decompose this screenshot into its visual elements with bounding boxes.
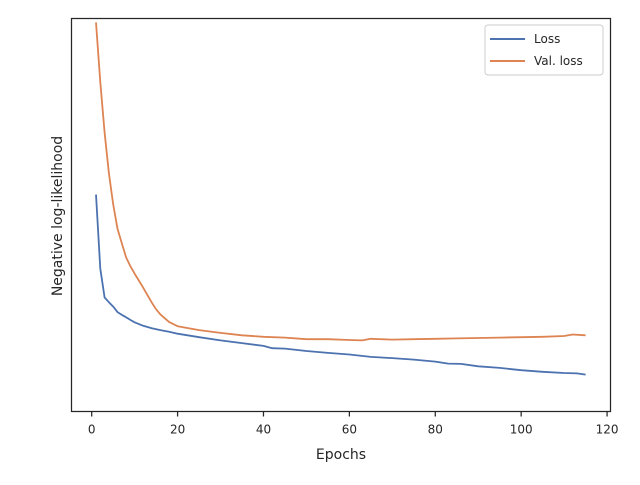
x-tick-label-60: 60 <box>342 423 357 437</box>
x-tick-label-0: 0 <box>88 423 96 437</box>
legend-box <box>484 24 604 76</box>
x-tick-label-120: 120 <box>596 423 619 437</box>
x-tick-label-80: 80 <box>428 423 443 437</box>
series-line-val-loss <box>95 22 586 342</box>
series-layer <box>95 22 586 376</box>
y-axis-label: Negative log-likelihood <box>50 136 66 296</box>
series-line-loss <box>95 194 586 376</box>
x-tick-label-40: 40 <box>256 423 271 437</box>
legend: Loss Val. loss <box>484 24 604 76</box>
axes-frame <box>70 17 612 413</box>
legend-label-loss: Loss <box>534 32 560 46</box>
x-tick-label-20: 20 <box>170 423 185 437</box>
x-axis-label: Epochs <box>316 447 366 463</box>
x-ticks: 0 20 40 60 80 100 120 <box>88 411 619 437</box>
legend-label-val-loss: Val. loss <box>534 54 583 68</box>
x-tick-label-100: 100 <box>510 423 533 437</box>
